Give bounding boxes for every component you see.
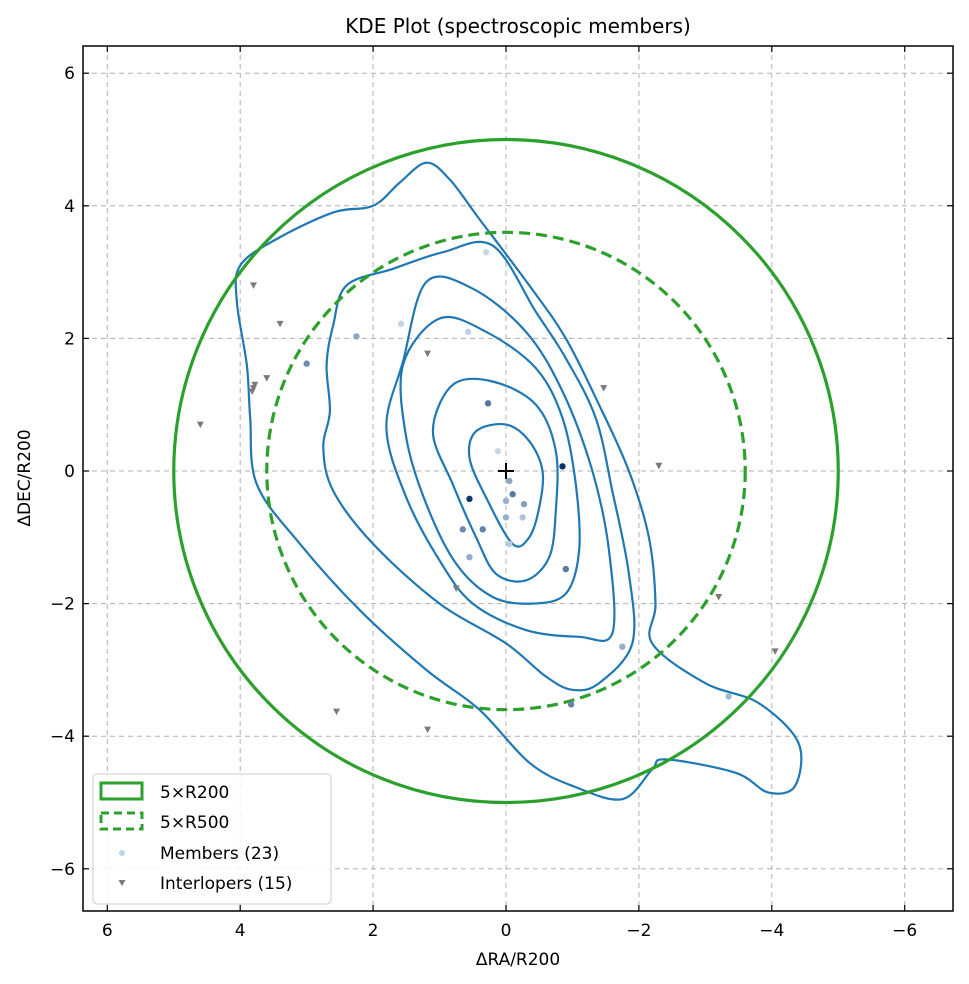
data-points: [196, 249, 779, 734]
legend-swatch-r500: [99, 811, 144, 831]
member-point: [459, 526, 467, 533]
plot-frame: [82, 45, 954, 912]
member-point: [397, 320, 405, 328]
x-tick-label: −6: [892, 921, 917, 941]
kde-contour-6: [234, 161, 803, 801]
member-point: [506, 540, 513, 548]
legend-label-interlopers: Interlopers (15): [160, 874, 292, 894]
member-point: [303, 360, 310, 367]
x-tick-label: 2: [368, 921, 379, 941]
member-point: [520, 500, 528, 508]
kde-contour-3: [399, 315, 581, 605]
y-tick-label: 0: [64, 462, 75, 482]
y-tick-label: 2: [64, 329, 75, 349]
member-point: [466, 495, 473, 503]
legend-label-r500: 5×R500: [160, 813, 229, 833]
legend: 5×R200 5×R500 Members (23) Interlopers (…: [92, 773, 332, 905]
member-point: [466, 553, 473, 561]
member-point: [519, 514, 526, 521]
interloper-point: [249, 282, 257, 289]
interloper-point: [196, 421, 204, 429]
kde-contour-5: [322, 240, 636, 692]
x-axis-label: ΔRA/R200: [476, 950, 560, 970]
legend-marker-members: [119, 850, 125, 856]
member-point: [562, 565, 570, 573]
member-point: [479, 526, 486, 533]
member-point: [725, 693, 732, 700]
y-tick-label: 6: [64, 64, 75, 84]
y-tick-label: −2: [50, 595, 75, 615]
legend-label-members: Members (23): [160, 844, 279, 864]
interloper-point: [251, 381, 259, 389]
member-point: [502, 497, 510, 505]
axis-ticks: 6 4 2 0 −2 −4 −6 6 4 2 0 −2 −4 −6: [50, 46, 953, 941]
member-point: [619, 643, 626, 650]
interloper-point: [276, 320, 284, 328]
interloper-point: [771, 648, 779, 655]
legend-label-r200: 5×R200: [160, 783, 229, 803]
y-tick-label: 4: [64, 197, 75, 217]
member-point: [353, 333, 360, 340]
interloper-point: [248, 388, 256, 395]
x-tick-label: −4: [759, 921, 784, 941]
kde-contours: [234, 161, 803, 801]
radius-circles: [172, 137, 840, 805]
member-point: [464, 328, 472, 335]
legend-marker-interlopers: [118, 880, 126, 886]
grid-lines: [83, 46, 953, 911]
y-tick-label: −4: [50, 727, 75, 747]
circle-r500: [265, 230, 747, 712]
interloper-point: [715, 593, 723, 601]
interloper-point: [424, 350, 432, 358]
interloper-point: [655, 462, 663, 470]
member-point: [484, 400, 492, 407]
member-point: [482, 249, 490, 256]
interloper-point: [424, 726, 432, 734]
member-point: [509, 491, 516, 498]
y-axis-label: ΔDEC/R200: [15, 429, 35, 526]
member-point: [567, 701, 575, 708]
x-tick-label: 6: [102, 921, 113, 941]
interloper-point: [263, 375, 271, 382]
legend-swatch-r200: [99, 781, 144, 801]
circle-r200: [172, 137, 840, 805]
legend-box: [92, 773, 332, 905]
interloper-point: [333, 708, 341, 716]
x-tick-label: 4: [235, 921, 246, 941]
member-point: [494, 447, 502, 455]
y-tick-label: −6: [50, 860, 75, 880]
interloper-point: [600, 385, 608, 392]
member-point: [506, 477, 513, 485]
member-point: [502, 514, 510, 521]
kde-contour-2: [431, 377, 559, 583]
chart-title: KDE Plot (spectroscopic members): [345, 14, 691, 38]
kde-contour-4: [385, 275, 616, 643]
x-tick-label: 0: [501, 921, 512, 941]
member-point: [559, 463, 566, 470]
kde-contour-1: [467, 423, 545, 548]
x-tick-label: −2: [626, 921, 651, 941]
interloper-point: [452, 585, 460, 592]
